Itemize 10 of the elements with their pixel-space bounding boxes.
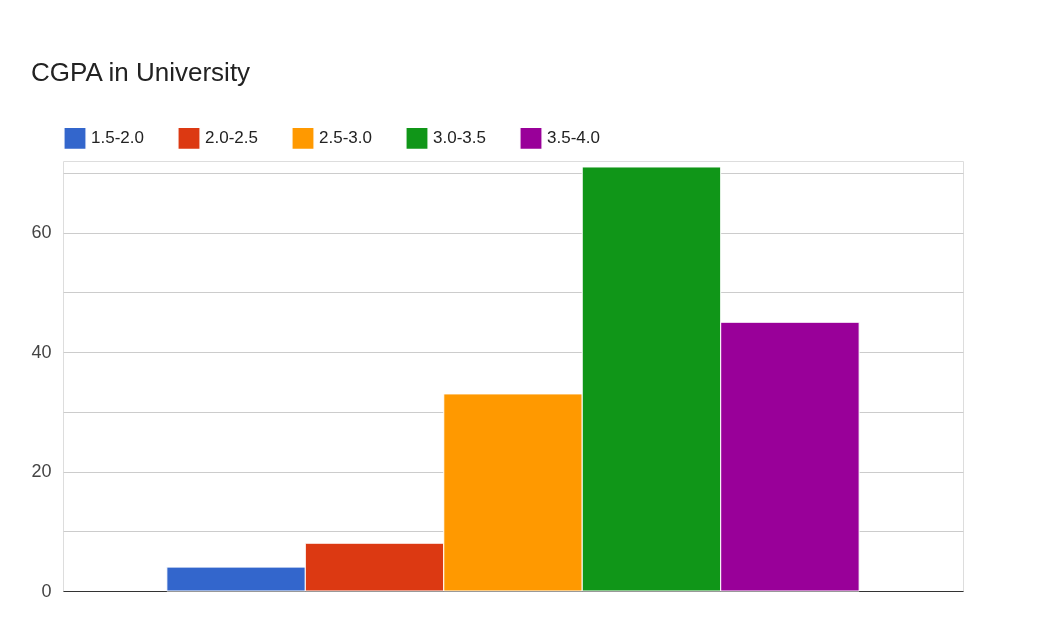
legend-label: 2.5-3.0 — [319, 128, 372, 148]
y-tick-label: 0 — [41, 580, 52, 601]
legend-label: 1.5-2.0 — [91, 128, 144, 148]
legend-label: 3.5-4.0 — [547, 128, 600, 148]
y-tick-label: 20 — [31, 461, 52, 482]
legend-label: 3.0-3.5 — [433, 128, 486, 148]
chart-title: CGPA in University — [30, 57, 251, 87]
y-tick-label: 60 — [31, 222, 52, 243]
y-tick-label: 40 — [31, 341, 52, 362]
legend-label: 2.0-2.5 — [205, 128, 258, 148]
